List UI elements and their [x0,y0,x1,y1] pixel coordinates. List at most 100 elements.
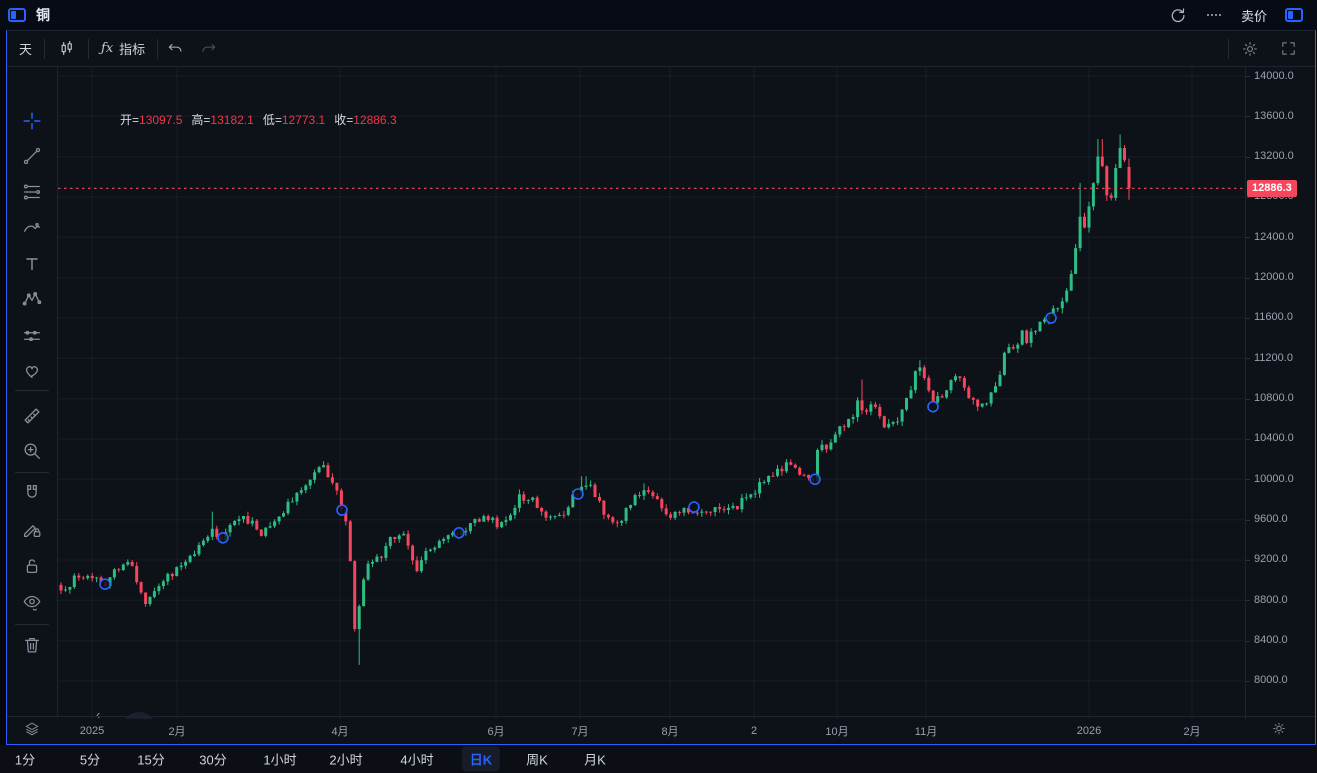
brush-tool-icon[interactable] [15,213,49,243]
price-tick-label: 10000.0 [1254,472,1294,485]
price-tick-label: 12000.0 [1254,271,1294,284]
time-tick-label: 2月 [1183,725,1201,738]
price-tick-mark [1246,317,1250,319]
fib-retracement-tool-icon[interactable] [15,177,49,207]
price-tick-mark [1246,479,1250,481]
price-tick-label: 12400.0 [1254,230,1294,243]
hide-all-tool-icon[interactable] [15,587,49,617]
sidebar-divider [15,624,49,625]
price-tick-label: 8800.0 [1254,593,1288,606]
text-tool-tool-icon[interactable] [15,249,49,279]
price-tick-label: 14000.0 [1254,69,1294,82]
collapse-left-arrow-icon[interactable]: ‹ [96,707,101,719]
time-tick-label: 2 [750,724,758,737]
time-tick-label: 2月 [168,725,186,738]
price-axis[interactable]: 14000.013600.013200.012800.012400.012000… [1245,67,1315,719]
price-tick-label: 11600.0 [1254,311,1293,324]
price-tick-mark [1246,559,1250,561]
timeframe-tab-1小时[interactable]: 1小时 [263,752,297,768]
long-position-tool-icon[interactable] [15,321,49,351]
zoom-in-tool-icon[interactable] [15,436,49,466]
time-tick-label: 2025 [79,724,105,737]
draw-lock-tool-icon[interactable] [15,514,49,544]
price-tick-label: 10800.0 [1254,392,1294,405]
timeframe-tab-月K[interactable]: 月K [584,752,606,768]
price-tick-mark [1246,680,1250,682]
chart-plot-area[interactable]: ‹ 开=13097.5 高=13182.1 低=12773.1 收=12886.3 [58,67,1246,719]
price-tick-mark [1246,277,1250,279]
tradingview-logo[interactable] [122,712,156,719]
chart-toolbar: 天 ƒx 指标 [7,31,1315,67]
time-tick-label: 6月 [487,725,505,738]
price-tick-mark [1246,519,1250,521]
remove-all-tool-icon[interactable] [15,630,49,660]
symbol-title: 铜 [36,7,51,23]
price-tick-mark [1246,438,1250,440]
refresh-icon[interactable] [1169,6,1187,24]
price-tick-label: 13600.0 [1254,109,1294,122]
time-tick-label: 10月 [825,725,849,738]
time-tick-label: 8月 [661,725,679,738]
lock-all-tool-icon[interactable] [15,551,49,581]
price-tick-mark [1246,600,1250,602]
timeframe-tab-15分[interactable]: 15分 [137,752,165,768]
top-header-bar: 铜 卖价 [0,0,1317,30]
timeframe-tab-30分[interactable]: 30分 [199,752,227,768]
price-tick-mark [1246,116,1250,118]
time-tick-label: 2026 [1076,724,1102,737]
layout-panel-icon[interactable] [8,8,26,22]
interval-button[interactable]: 天 [19,42,33,57]
layout-panel-icon-right[interactable] [1285,8,1303,22]
timeframe-tab-4小时[interactable]: 4小时 [400,752,434,768]
chart-widget: 天 ƒx 指标 [6,30,1316,745]
price-tick-mark [1246,76,1250,77]
price-tick-label: 9600.0 [1254,513,1288,526]
time-tick-label: 4月 [331,725,349,738]
timeframe-tab-1分[interactable]: 1分 [14,752,36,768]
redo-button[interactable] [192,37,226,61]
sell-price-button[interactable]: 卖价 [1240,8,1267,24]
layout-grid-icon[interactable] [1205,6,1223,24]
ohlc-legend-item: 开=13097.5 [120,113,183,127]
ruler-tool-icon[interactable] [15,401,49,431]
magnet-tool-icon[interactable] [15,478,49,508]
timeframe-tab-5分[interactable]: 5分 [79,752,101,768]
fx-icon: ƒx [101,41,114,56]
trend-line-tool-icon[interactable] [15,141,49,171]
ohlc-legend-item: 高=13182.1 [191,113,254,127]
price-tick-mark [1246,640,1250,642]
price-tick-label: 8000.0 [1254,674,1288,687]
xabcd-pattern-tool-icon[interactable] [15,284,49,314]
ohlc-legend: 开=13097.5 高=13182.1 低=12773.1 收=12886.3 [120,111,397,128]
timeframe-tab-日K[interactable]: 日K [461,746,501,772]
drawing-tools-sidebar [7,67,58,716]
time-tick-label: 11月 [914,725,938,738]
price-tick-label: 9200.0 [1254,553,1288,566]
sidebar-divider [15,390,49,391]
price-tick-label: 11200.0 [1254,351,1293,364]
axis-settings-sun-icon[interactable] [1271,720,1287,741]
price-tick-label: 8400.0 [1254,634,1288,647]
price-tick-label: 10400.0 [1254,432,1294,445]
price-tick-mark [1246,398,1250,400]
ohlc-legend-item: 收=12886.3 [334,113,397,127]
time-tick-label: 7月 [571,725,589,738]
last-price-label: 12886.3 [1247,179,1297,197]
candle-style-button[interactable] [45,39,88,58]
object-tree-layers-icon[interactable] [24,720,41,742]
undo-button[interactable] [158,37,192,61]
price-tick-label: 13200.0 [1254,150,1294,163]
crosshair-tool-icon[interactable] [15,106,49,136]
price-tick-mark [1246,358,1250,360]
time-axis[interactable]: 2025 2月 4月 6月 7月 8月 2 10月 11月 2026 2月 [7,716,1315,744]
timeframe-tab-bar: 1分 5分 15分 30分 1小时 2小时 4小时 日K 周K 月K [0,745,1317,773]
timeframe-tab-2小时[interactable]: 2小时 [329,752,363,768]
chart-settings-gear-icon[interactable] [1233,37,1267,61]
price-tick-mark [1246,196,1250,198]
fullscreen-icon[interactable] [1271,37,1305,61]
emoji-heart-tool-icon[interactable] [15,356,49,386]
price-tick-mark [1246,156,1250,158]
ohlc-legend-item: 低=12773.1 [262,113,326,127]
indicators-button[interactable]: ƒx 指标 [101,41,146,57]
timeframe-tab-周K[interactable]: 周K [526,752,548,768]
